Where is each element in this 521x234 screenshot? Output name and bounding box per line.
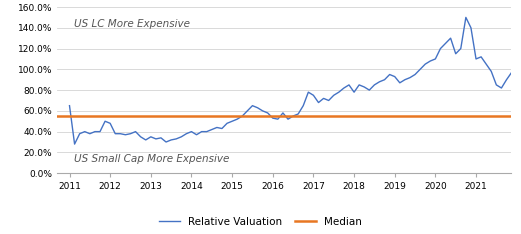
Relative Valuation (514, 70, 520, 73)
Relative Valuation (473, 58, 479, 60)
Text: US Small Cap More Expensive: US Small Cap More Expensive (73, 154, 229, 165)
Line: Relative Valuation: Relative Valuation (69, 17, 517, 144)
Relative Valuation (71, 143, 78, 146)
Text: US LC More Expensive: US LC More Expensive (73, 19, 190, 29)
Relative Valuation (163, 141, 169, 143)
Relative Valuation (463, 16, 469, 19)
Relative Valuation (300, 104, 306, 107)
Relative Valuation (244, 110, 251, 112)
Relative Valuation (66, 104, 72, 107)
Relative Valuation (117, 132, 123, 135)
Relative Valuation (127, 132, 133, 135)
Legend: Relative Valuation, Median: Relative Valuation, Median (155, 213, 366, 231)
